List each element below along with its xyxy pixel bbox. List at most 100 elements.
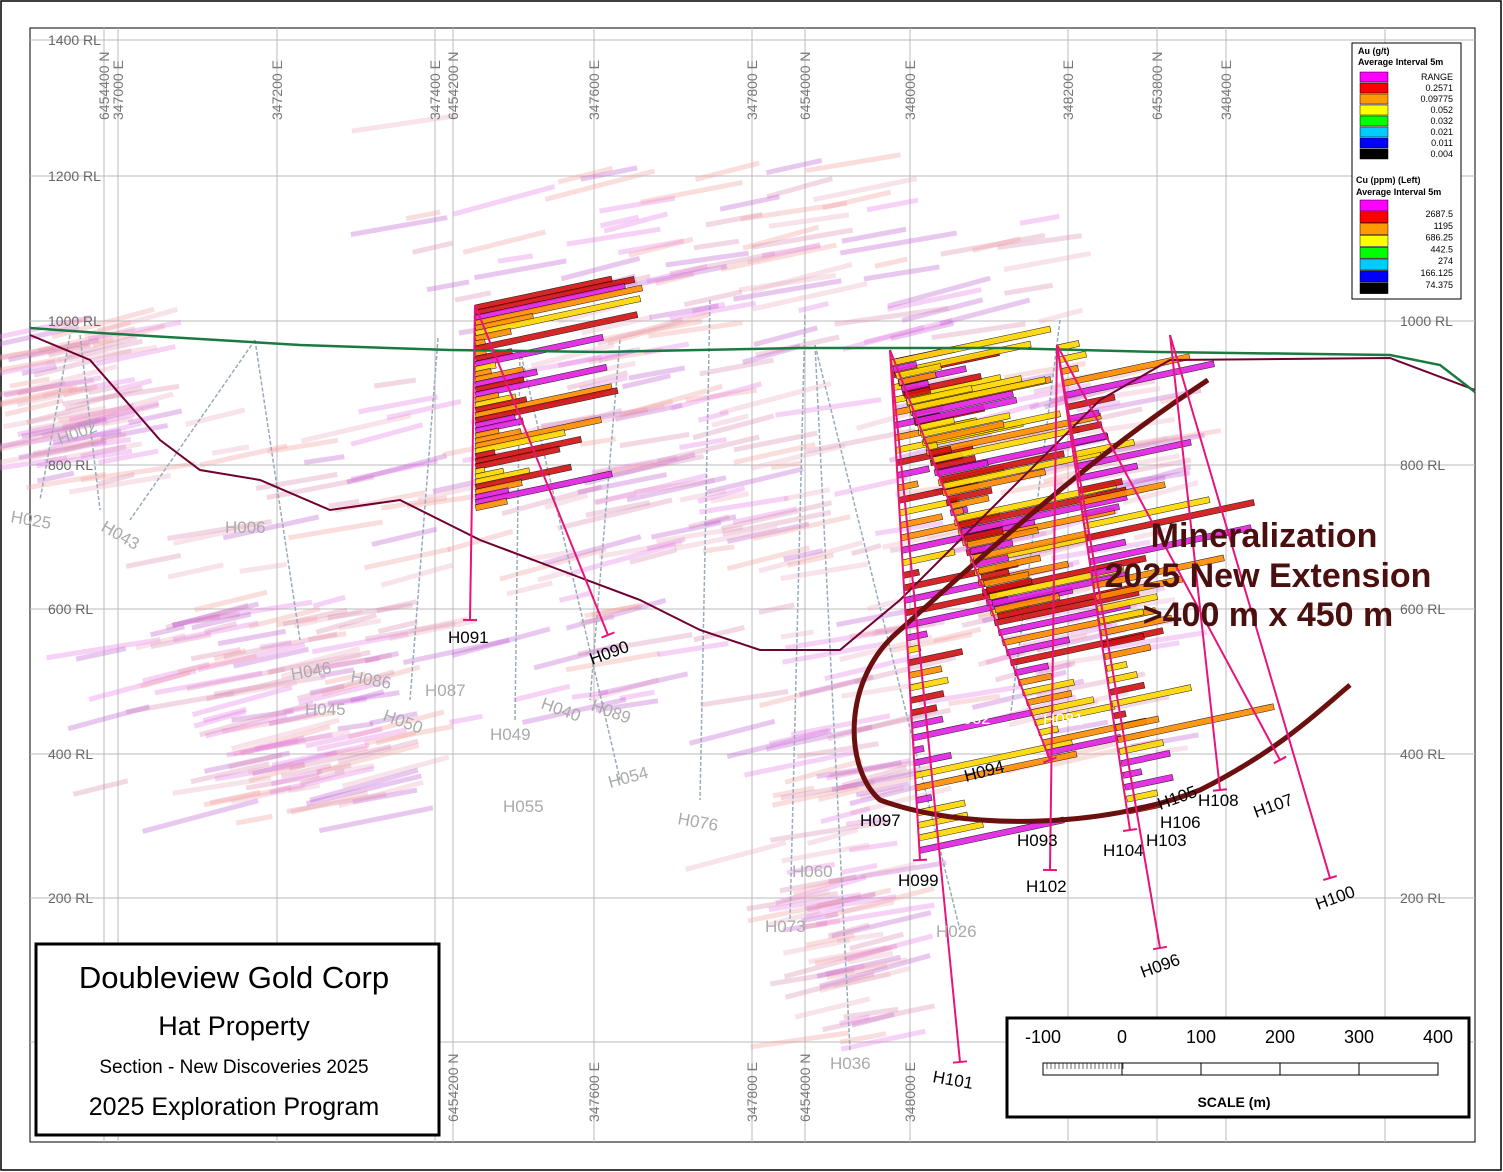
assay-interval bbox=[747, 241, 821, 265]
assay-interval bbox=[62, 384, 98, 398]
historic-hole-trace bbox=[789, 314, 806, 921]
drill-hole-label: H093 bbox=[1017, 831, 1058, 850]
assay-interval bbox=[600, 318, 703, 342]
assay-interval bbox=[619, 399, 674, 418]
legend-label: 686.25 bbox=[1425, 233, 1453, 243]
historic-hole-trace bbox=[79, 334, 101, 511]
oxide-boundary bbox=[29, 334, 1476, 651]
assay-interval bbox=[836, 764, 932, 792]
assay-interval bbox=[705, 211, 763, 228]
assay-interval bbox=[816, 954, 902, 979]
assay-interval bbox=[18, 438, 107, 461]
assay-interval bbox=[1087, 388, 1202, 415]
assay-interval bbox=[197, 642, 306, 673]
assay-interval bbox=[208, 599, 313, 621]
assay-interval bbox=[337, 738, 419, 765]
assay-interval bbox=[530, 342, 615, 369]
assay-interval bbox=[892, 361, 918, 373]
assay-interval bbox=[849, 840, 898, 853]
assay-interval bbox=[351, 113, 457, 134]
assay-interval bbox=[839, 1014, 870, 1026]
coord-label: 6453800 N bbox=[1149, 51, 1165, 120]
assay-interval bbox=[0, 359, 56, 379]
drill-hole-label: H106 bbox=[1160, 813, 1201, 832]
assay-interval bbox=[544, 168, 656, 202]
assay-interval bbox=[270, 769, 323, 787]
assay-interval bbox=[597, 671, 689, 697]
assay-interval bbox=[579, 436, 617, 447]
assay-interval bbox=[1053, 719, 1109, 735]
assay-interval bbox=[1122, 768, 1143, 779]
assay-interval bbox=[268, 649, 371, 675]
assay-interval bbox=[327, 690, 400, 706]
scale-tick-label: 0 bbox=[1117, 1027, 1127, 1047]
legend-swatch bbox=[1359, 270, 1389, 283]
assay-interval bbox=[980, 568, 1010, 581]
legend-swatch bbox=[1359, 282, 1389, 294]
assay-interval bbox=[750, 1030, 850, 1050]
assay-interval bbox=[1111, 684, 1192, 708]
assay-interval bbox=[726, 521, 810, 544]
legend-label: 0.011 bbox=[1431, 138, 1453, 148]
rl-label: 600 RL bbox=[48, 601, 93, 617]
assay-interval bbox=[1107, 671, 1138, 684]
assay-interval bbox=[849, 931, 905, 952]
assay-interval bbox=[623, 383, 723, 417]
assay-interval bbox=[706, 466, 804, 495]
cu-title: Cu (ppm) (Left) bbox=[1356, 175, 1420, 185]
assay-interval bbox=[816, 902, 935, 927]
assay-interval bbox=[312, 594, 346, 609]
legend-swatch bbox=[1359, 71, 1389, 83]
assay-interval bbox=[259, 639, 292, 650]
assay-interval bbox=[1003, 360, 1086, 381]
assay-interval bbox=[755, 334, 840, 358]
assay-interval bbox=[191, 684, 293, 718]
assay-interval bbox=[656, 434, 760, 464]
assay-interval bbox=[1116, 428, 1222, 450]
assay-interval bbox=[474, 470, 613, 506]
assay-interval bbox=[886, 287, 982, 312]
assay-interval bbox=[581, 314, 653, 336]
assay-interval bbox=[657, 640, 729, 658]
assay-interval bbox=[558, 590, 591, 603]
assay-interval bbox=[985, 577, 1033, 594]
title-box-frame bbox=[34, 942, 441, 1137]
cu-subtitle: Average Interval 5m bbox=[1356, 187, 1441, 197]
assay-interval bbox=[269, 766, 374, 795]
assay-interval bbox=[890, 320, 955, 342]
assay-interval bbox=[703, 514, 737, 527]
assay-interval bbox=[767, 908, 821, 928]
assay-interval bbox=[849, 780, 932, 807]
assay-interval bbox=[939, 297, 1031, 327]
historic-hole-trace bbox=[409, 337, 439, 701]
assay-interval bbox=[742, 224, 820, 251]
assay-interval bbox=[154, 670, 263, 696]
assay-interval bbox=[634, 477, 716, 495]
assay-interval bbox=[857, 707, 951, 733]
legend-swatch bbox=[1359, 115, 1389, 127]
assay-interval bbox=[247, 761, 295, 775]
assay-interval bbox=[991, 571, 1130, 607]
assay-interval bbox=[88, 668, 197, 702]
assay-interval bbox=[375, 729, 417, 746]
drill-hole-label: H091 bbox=[448, 628, 489, 647]
assay-interval bbox=[96, 472, 135, 487]
assay-interval bbox=[474, 295, 642, 337]
rl-label: 1000 RL bbox=[1400, 313, 1453, 329]
assay-interval bbox=[782, 640, 889, 665]
assay-interval bbox=[202, 706, 247, 723]
assay-interval bbox=[204, 620, 238, 635]
assay-interval bbox=[474, 387, 619, 424]
assay-interval bbox=[8, 337, 100, 363]
assay-interval bbox=[1094, 464, 1192, 496]
assay-interval bbox=[211, 444, 250, 456]
assay-interval bbox=[88, 319, 182, 342]
assay-interval bbox=[43, 441, 143, 465]
assay-interval bbox=[1100, 629, 1208, 652]
assay-interval bbox=[780, 561, 869, 581]
legend-label: 0.052 bbox=[1430, 105, 1453, 115]
assay-interval bbox=[1118, 739, 1165, 755]
assay-interval bbox=[232, 724, 331, 757]
assay-interval bbox=[722, 509, 832, 537]
assay-interval bbox=[918, 684, 1021, 706]
